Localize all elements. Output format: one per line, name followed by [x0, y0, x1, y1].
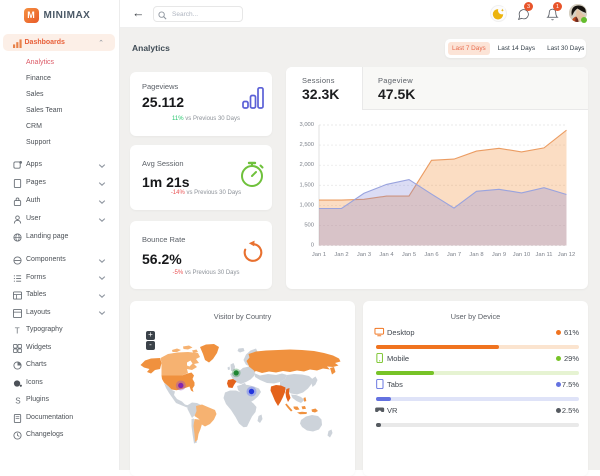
svg-text:Jan 8: Jan 8	[469, 252, 483, 258]
svg-text:Jan 3: Jan 3	[357, 252, 371, 258]
svg-text:500: 500	[304, 222, 314, 228]
svg-text:2,500: 2,500	[299, 142, 314, 148]
svg-text:Jan 10: Jan 10	[513, 252, 530, 258]
svg-text:Jan 7: Jan 7	[447, 252, 461, 258]
svg-text:S: S	[15, 397, 21, 405]
svg-text:1,500: 1,500	[299, 182, 314, 188]
svg-text:0: 0	[311, 243, 314, 249]
svg-text:Jan 1: Jan 1	[312, 252, 326, 258]
svg-text:Jan 12: Jan 12	[558, 252, 575, 258]
svg-text:Jan 4: Jan 4	[379, 252, 394, 258]
svg-text:3,000: 3,000	[299, 122, 314, 128]
svg-text:2,000: 2,000	[299, 162, 314, 168]
svg-text:1,000: 1,000	[299, 202, 314, 208]
svg-text:Jan 11: Jan 11	[536, 252, 553, 258]
svg-text:Jan 6: Jan 6	[424, 252, 438, 258]
svg-text:Jan 5: Jan 5	[402, 252, 416, 258]
svg-text:Jan 2: Jan 2	[334, 252, 348, 258]
svg-text:Jan 9: Jan 9	[492, 252, 506, 258]
svg-text:T: T	[15, 327, 20, 335]
